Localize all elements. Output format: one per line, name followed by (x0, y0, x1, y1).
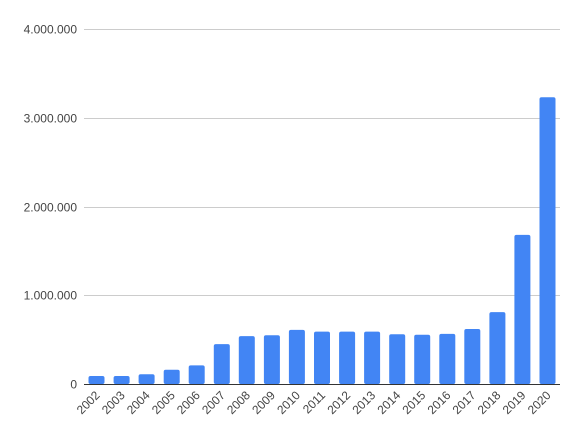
x-tick-label: 2018 (475, 388, 504, 417)
bar-2014 (389, 334, 406, 384)
x-tick-label: 2016 (425, 388, 454, 417)
x-tick-label: 2006 (174, 388, 203, 417)
x-tick-label: 2020 (525, 388, 554, 417)
bar-2007 (213, 344, 230, 384)
bar-2020 (539, 97, 556, 385)
y-tick-label: 3.000.000 (24, 112, 78, 126)
bar-2009 (263, 335, 280, 384)
bar-2018 (489, 312, 506, 384)
x-tick-label: 2010 (274, 388, 303, 417)
x-tick-label: 2013 (349, 388, 378, 417)
x-tick-label: 2009 (249, 388, 278, 417)
bar-2006 (188, 365, 205, 384)
bar-2016 (439, 333, 456, 384)
x-tick-label: 2019 (500, 388, 529, 417)
gridlines (84, 29, 560, 296)
bar-2002 (88, 376, 105, 384)
bar-2011 (314, 331, 330, 384)
y-tick-label: 1.000.000 (24, 289, 78, 303)
bar-2019 (514, 234, 531, 384)
bar-2004 (138, 374, 155, 384)
x-tick-label: 2014 (375, 388, 404, 417)
bar-2013 (364, 331, 381, 384)
x-axis-ticks: 2002200320042005200620072008200920102011… (74, 388, 554, 417)
bar-2017 (464, 329, 481, 384)
x-tick-label: 2003 (99, 388, 128, 417)
bar-2010 (288, 329, 305, 384)
y-tick-label: 4.000.000 (24, 23, 78, 37)
x-tick-label: 2015 (400, 388, 429, 417)
y-axis-ticks: 0 1.000.000 2.000.000 3.000.000 4.000.000 (24, 23, 78, 392)
x-tick-label: 2002 (74, 388, 103, 417)
bar-2015 (414, 334, 431, 384)
bar-2005 (163, 369, 180, 384)
x-tick-label: 2017 (450, 388, 479, 417)
x-tick-label: 2011 (300, 388, 328, 416)
bar-2008 (238, 336, 255, 384)
bars (88, 97, 556, 385)
y-tick-label: 0 (70, 378, 77, 392)
bar-2012 (339, 331, 356, 384)
y-tick-label: 2.000.000 (24, 201, 78, 215)
x-tick-label: 2012 (324, 388, 353, 417)
x-tick-label: 2008 (224, 388, 253, 417)
x-tick-label: 2004 (124, 388, 153, 417)
x-tick-label: 2007 (199, 388, 228, 417)
x-tick-label: 2005 (149, 388, 178, 417)
bar-2003 (113, 376, 130, 384)
